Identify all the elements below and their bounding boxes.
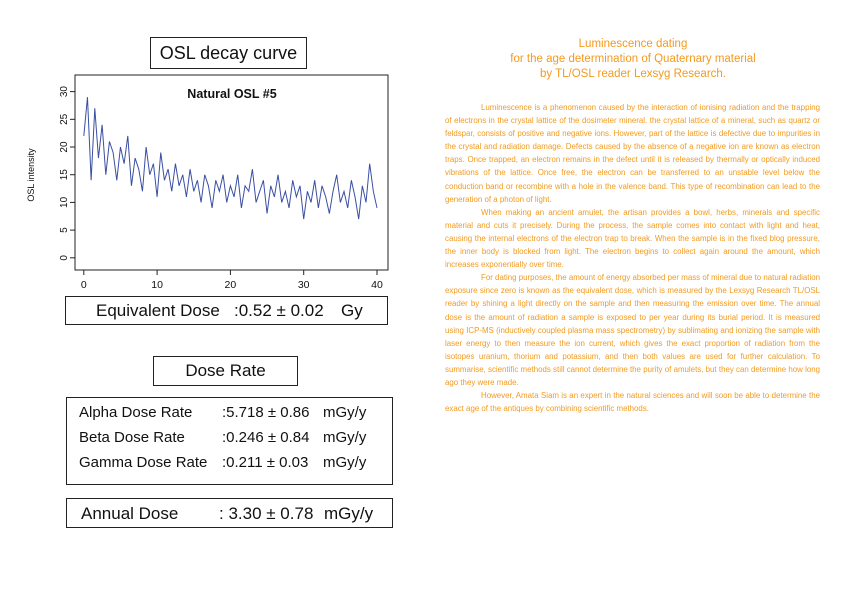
- paragraph: However, Amata Siam is an expert in the …: [445, 391, 820, 414]
- article-title: Luminescence dating for the age determina…: [443, 37, 823, 82]
- x-tick-label: 20: [225, 279, 237, 291]
- unit: mGy/y: [324, 504, 374, 523]
- rate-value: :5.718 ± 0.86: [222, 404, 310, 421]
- unit: Gy: [341, 301, 363, 320]
- title-line: by TL/OSL reader Lexsyg Research.: [539, 68, 726, 80]
- y-tick-label: 0: [59, 255, 70, 261]
- plot-frame: [74, 74, 389, 271]
- data-line: [83, 97, 378, 220]
- y-tick-label: 30: [59, 86, 70, 98]
- title-line: for the age determination of Quaternary …: [510, 53, 756, 65]
- dose-rate-title: Dose Rate: [153, 356, 298, 386]
- rate-value: :0.246 ± 0.84: [222, 429, 310, 446]
- value: :0.52 ± 0.02: [234, 301, 324, 320]
- chart-title: Natural OSL #5: [187, 87, 276, 101]
- x-tick-label: 30: [298, 279, 310, 291]
- panel-title: OSL decay curve: [150, 37, 307, 69]
- annual-dose-box: Annual Dose : 3.30 ± 0.78 mGy/y: [66, 498, 393, 528]
- dose-rates-box: Alpha Dose Rate :5.718 ± 0.86 mGy/y Beta Do…: [66, 397, 393, 485]
- rate-unit: mGy/y: [323, 454, 367, 471]
- label: Equivalent Dose: [96, 301, 220, 320]
- value: : 3.30 ± 0.78: [219, 504, 314, 523]
- paragraph: When making an ancient amulet, the artis…: [445, 207, 820, 270]
- y-tick-label: 5: [59, 227, 70, 233]
- rate-unit: mGy/y: [323, 429, 367, 446]
- rate-label: Beta Dose Rate: [79, 429, 185, 446]
- x-tick-label: 10: [151, 279, 163, 291]
- chart: Natural OSL #5 OSL intensity 0 5 10 15 20 25 3…: [26, 74, 389, 291]
- rate-label: Gamma Dose Rate: [79, 454, 208, 471]
- paragraph: For dating purposes, the amount of energ…: [445, 273, 820, 387]
- paragraph: Luminescence is a phenomenon caused by t…: [445, 103, 820, 204]
- x-tick-label: 40: [371, 279, 383, 291]
- title-line: Luminescence dating: [578, 38, 688, 50]
- y-tick-label: 25: [59, 113, 70, 125]
- y-tick-label: 15: [59, 169, 70, 181]
- rate-value: :0.211 ± 0.03: [222, 454, 309, 471]
- label: Annual Dose: [81, 504, 179, 523]
- y-tick-label: 10: [59, 196, 70, 208]
- equivalent-dose-box: Equivalent Dose :0.52 ± 0.02 Gy: [65, 296, 388, 325]
- rate-unit: mGy/y: [323, 404, 367, 421]
- article-body: Luminescence is a phenomenon caused by t…: [445, 101, 820, 415]
- x-tick-label: 0: [81, 279, 87, 291]
- y-tick-label: 20: [59, 141, 70, 153]
- y-axis-label: OSL intensity: [26, 148, 36, 202]
- rate-label: Alpha Dose Rate: [79, 404, 193, 421]
